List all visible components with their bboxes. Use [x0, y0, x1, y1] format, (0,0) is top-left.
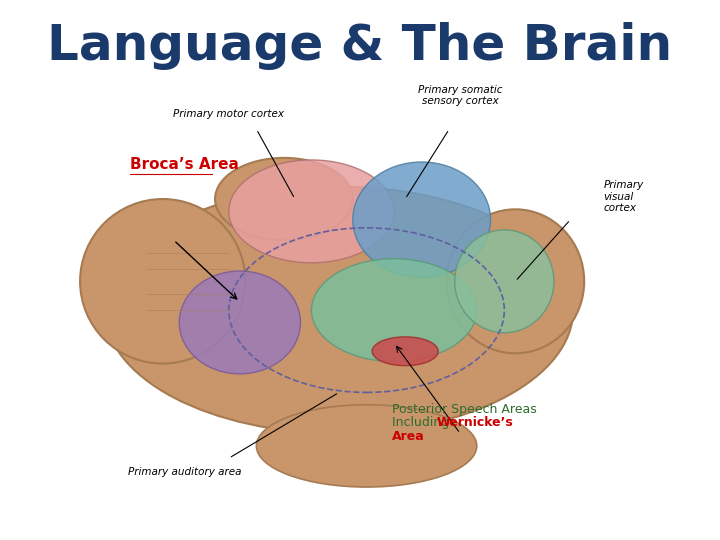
- Text: Primary somatic
sensory cortex: Primary somatic sensory cortex: [418, 85, 503, 106]
- Ellipse shape: [455, 230, 554, 333]
- Ellipse shape: [215, 158, 353, 240]
- Text: Area: Area: [392, 430, 425, 443]
- Ellipse shape: [229, 160, 394, 263]
- Text: Including: Including: [392, 416, 454, 429]
- Ellipse shape: [179, 271, 300, 374]
- Ellipse shape: [446, 210, 584, 353]
- Text: Wernicke’s: Wernicke’s: [437, 416, 514, 429]
- Text: Posterior Speech Areas: Posterior Speech Areas: [392, 403, 537, 416]
- Ellipse shape: [256, 405, 477, 487]
- Ellipse shape: [353, 162, 490, 277]
- Text: Primary motor cortex: Primary motor cortex: [174, 109, 284, 119]
- Text: Primary auditory area: Primary auditory area: [128, 467, 241, 477]
- Text: Broca’s Area: Broca’s Area: [130, 157, 238, 172]
- Ellipse shape: [312, 259, 477, 362]
- Ellipse shape: [80, 199, 246, 363]
- Text: Language & The Brain: Language & The Brain: [48, 22, 672, 70]
- Ellipse shape: [105, 187, 573, 434]
- Text: Primary
visual
cortex: Primary visual cortex: [603, 180, 644, 213]
- Ellipse shape: [372, 337, 438, 366]
